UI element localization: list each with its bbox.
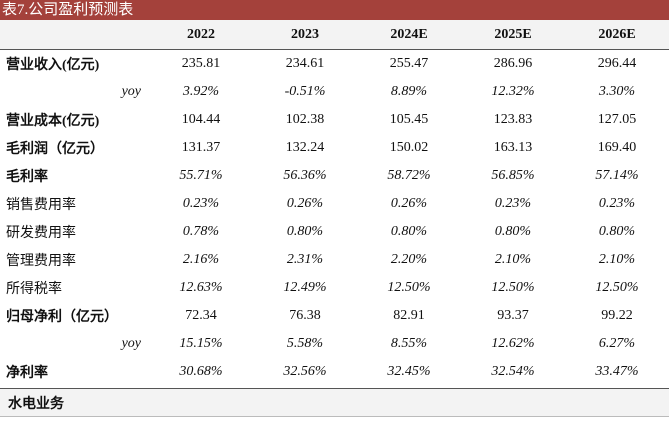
table-cell: 132.24 — [285, 140, 325, 155]
table-cell: 57.14% — [595, 168, 639, 183]
row-label: 销售费用率 — [6, 198, 76, 213]
table-cell: 12.50% — [595, 280, 639, 295]
table-cell: 56.36% — [283, 168, 327, 183]
table-cell: 3.92% — [182, 84, 220, 99]
table-cell: 0.80% — [598, 224, 636, 239]
table-title: 表7.公司盈利预测表 — [0, 0, 669, 20]
table-cell: 0.26% — [390, 196, 428, 211]
table-row: 研发费用率 0.78% 0.80% 0.80% 0.80% 0.80% — [0, 218, 669, 246]
year-header: 2024E — [390, 26, 428, 42]
row-label: 管理费用率 — [6, 254, 76, 269]
table-cell: 2.31% — [286, 252, 324, 267]
year-header: 2026E — [598, 26, 636, 42]
table-cell: 32.54% — [491, 364, 535, 379]
table-cell: 72.34 — [185, 308, 217, 323]
table-row: 营业收入(亿元) 235.81 234.61 255.47 286.96 296.44 — [0, 50, 669, 78]
table-row: 毛利润（亿元） 131.37 132.24 150.02 163.13 169.40 — [0, 134, 669, 162]
table-cell: 30.68% — [179, 364, 223, 379]
table-row: yoy 15.15% 5.58% 8.55% 12.62% 6.27% — [0, 330, 669, 358]
table-cell: 234.61 — [285, 56, 325, 71]
table-cell: 255.47 — [389, 56, 429, 71]
table-cell: 104.44 — [181, 112, 221, 127]
table-row: 管理费用率 2.16% 2.31% 2.20% 2.10% 2.10% — [0, 246, 669, 274]
table-cell: 0.23% — [494, 196, 532, 211]
row-label: 营业成本(亿元) — [6, 114, 100, 129]
table-cell: 296.44 — [597, 56, 637, 71]
table-cell: 0.23% — [182, 196, 220, 211]
table-cell: 76.38 — [289, 308, 321, 323]
table-cell: 0.78% — [182, 224, 220, 239]
table-cell: 131.37 — [181, 140, 221, 155]
section-header: 水电业务 — [0, 389, 669, 417]
row-label: yoy — [121, 84, 141, 99]
table-cell: 123.83 — [493, 112, 533, 127]
table-cell: 127.05 — [597, 112, 637, 127]
year-header: 2022 — [187, 26, 215, 42]
table-body: 营业收入(亿元) 235.81 234.61 255.47 286.96 296.44 yo… — [0, 50, 669, 386]
row-label: 净利率 — [6, 366, 48, 381]
table-cell: 0.80% — [286, 224, 324, 239]
table-divider — [0, 388, 669, 389]
table-cell: 12.50% — [387, 280, 431, 295]
table-row: 净利率 30.68% 32.56% 32.45% 32.54% 33.47% — [0, 358, 669, 386]
row-label: 归母净利（亿元） — [6, 310, 118, 325]
table-cell: 3.30% — [598, 84, 636, 99]
table-cell: 12.49% — [283, 280, 327, 295]
table-cell: 8.89% — [390, 84, 428, 99]
table-cell: 12.50% — [491, 280, 535, 295]
table-cell: 93.37 — [497, 308, 529, 323]
year-header: 2023 — [291, 26, 319, 42]
table-cell: 99.22 — [601, 308, 633, 323]
table-cell: 0.26% — [286, 196, 324, 211]
table-cell: 12.62% — [491, 336, 535, 351]
table-cell: 102.38 — [285, 112, 325, 127]
table-cell: 15.15% — [179, 336, 223, 351]
table-cell: 0.80% — [390, 224, 428, 239]
table-row: 所得税率 12.63% 12.49% 12.50% 12.50% 12.50% — [0, 274, 669, 302]
table-cell: 163.13 — [493, 140, 533, 155]
table-cell: 5.58% — [286, 336, 324, 351]
table-cell: 33.47% — [595, 364, 639, 379]
table-cell: 82.91 — [393, 308, 425, 323]
row-label: 毛利润（亿元） — [6, 142, 104, 157]
year-header-row: 2022 2023 2024E 2025E 2026E — [0, 20, 669, 50]
year-header: 2025E — [494, 26, 532, 42]
table-cell: 6.27% — [598, 336, 636, 351]
table-row: yoy 3.92% -0.51% 8.89% 12.32% 3.30% — [0, 78, 669, 106]
table-row: 销售费用率 0.23% 0.26% 0.26% 0.23% 0.23% — [0, 190, 669, 218]
table-row: 归母净利（亿元） 72.34 76.38 82.91 93.37 99.22 — [0, 302, 669, 330]
table-cell: 32.56% — [283, 364, 327, 379]
row-label: 营业收入(亿元) — [6, 58, 100, 73]
table-cell: 58.72% — [387, 168, 431, 183]
table-cell: 150.02 — [389, 140, 429, 155]
table-cell: 32.45% — [387, 364, 431, 379]
row-label: 研发费用率 — [6, 226, 76, 241]
table-row: 营业成本(亿元) 104.44 102.38 105.45 123.83 127.05 — [0, 106, 669, 134]
table-cell: 8.55% — [390, 336, 428, 351]
row-label: 毛利率 — [6, 170, 48, 185]
table-cell: 0.23% — [598, 196, 636, 211]
table-cell: 56.85% — [491, 168, 535, 183]
table-cell: 55.71% — [179, 168, 223, 183]
table-cell: 12.32% — [491, 84, 535, 99]
table-cell: -0.51% — [284, 84, 326, 99]
row-label: 所得税率 — [6, 282, 62, 297]
row-label: yoy — [121, 336, 141, 351]
table-cell: 169.40 — [597, 140, 637, 155]
table-cell: 2.10% — [494, 252, 532, 267]
table-cell: 2.16% — [182, 252, 220, 267]
table-cell: 12.63% — [179, 280, 223, 295]
table-row: 毛利率 55.71% 56.36% 58.72% 56.85% 57.14% — [0, 162, 669, 190]
table-cell: 286.96 — [493, 56, 533, 71]
table-cell: 2.20% — [390, 252, 428, 267]
table-cell: 105.45 — [389, 112, 429, 127]
table-cell: 235.81 — [181, 56, 221, 71]
table-cell: 2.10% — [598, 252, 636, 267]
table-cell: 0.80% — [494, 224, 532, 239]
